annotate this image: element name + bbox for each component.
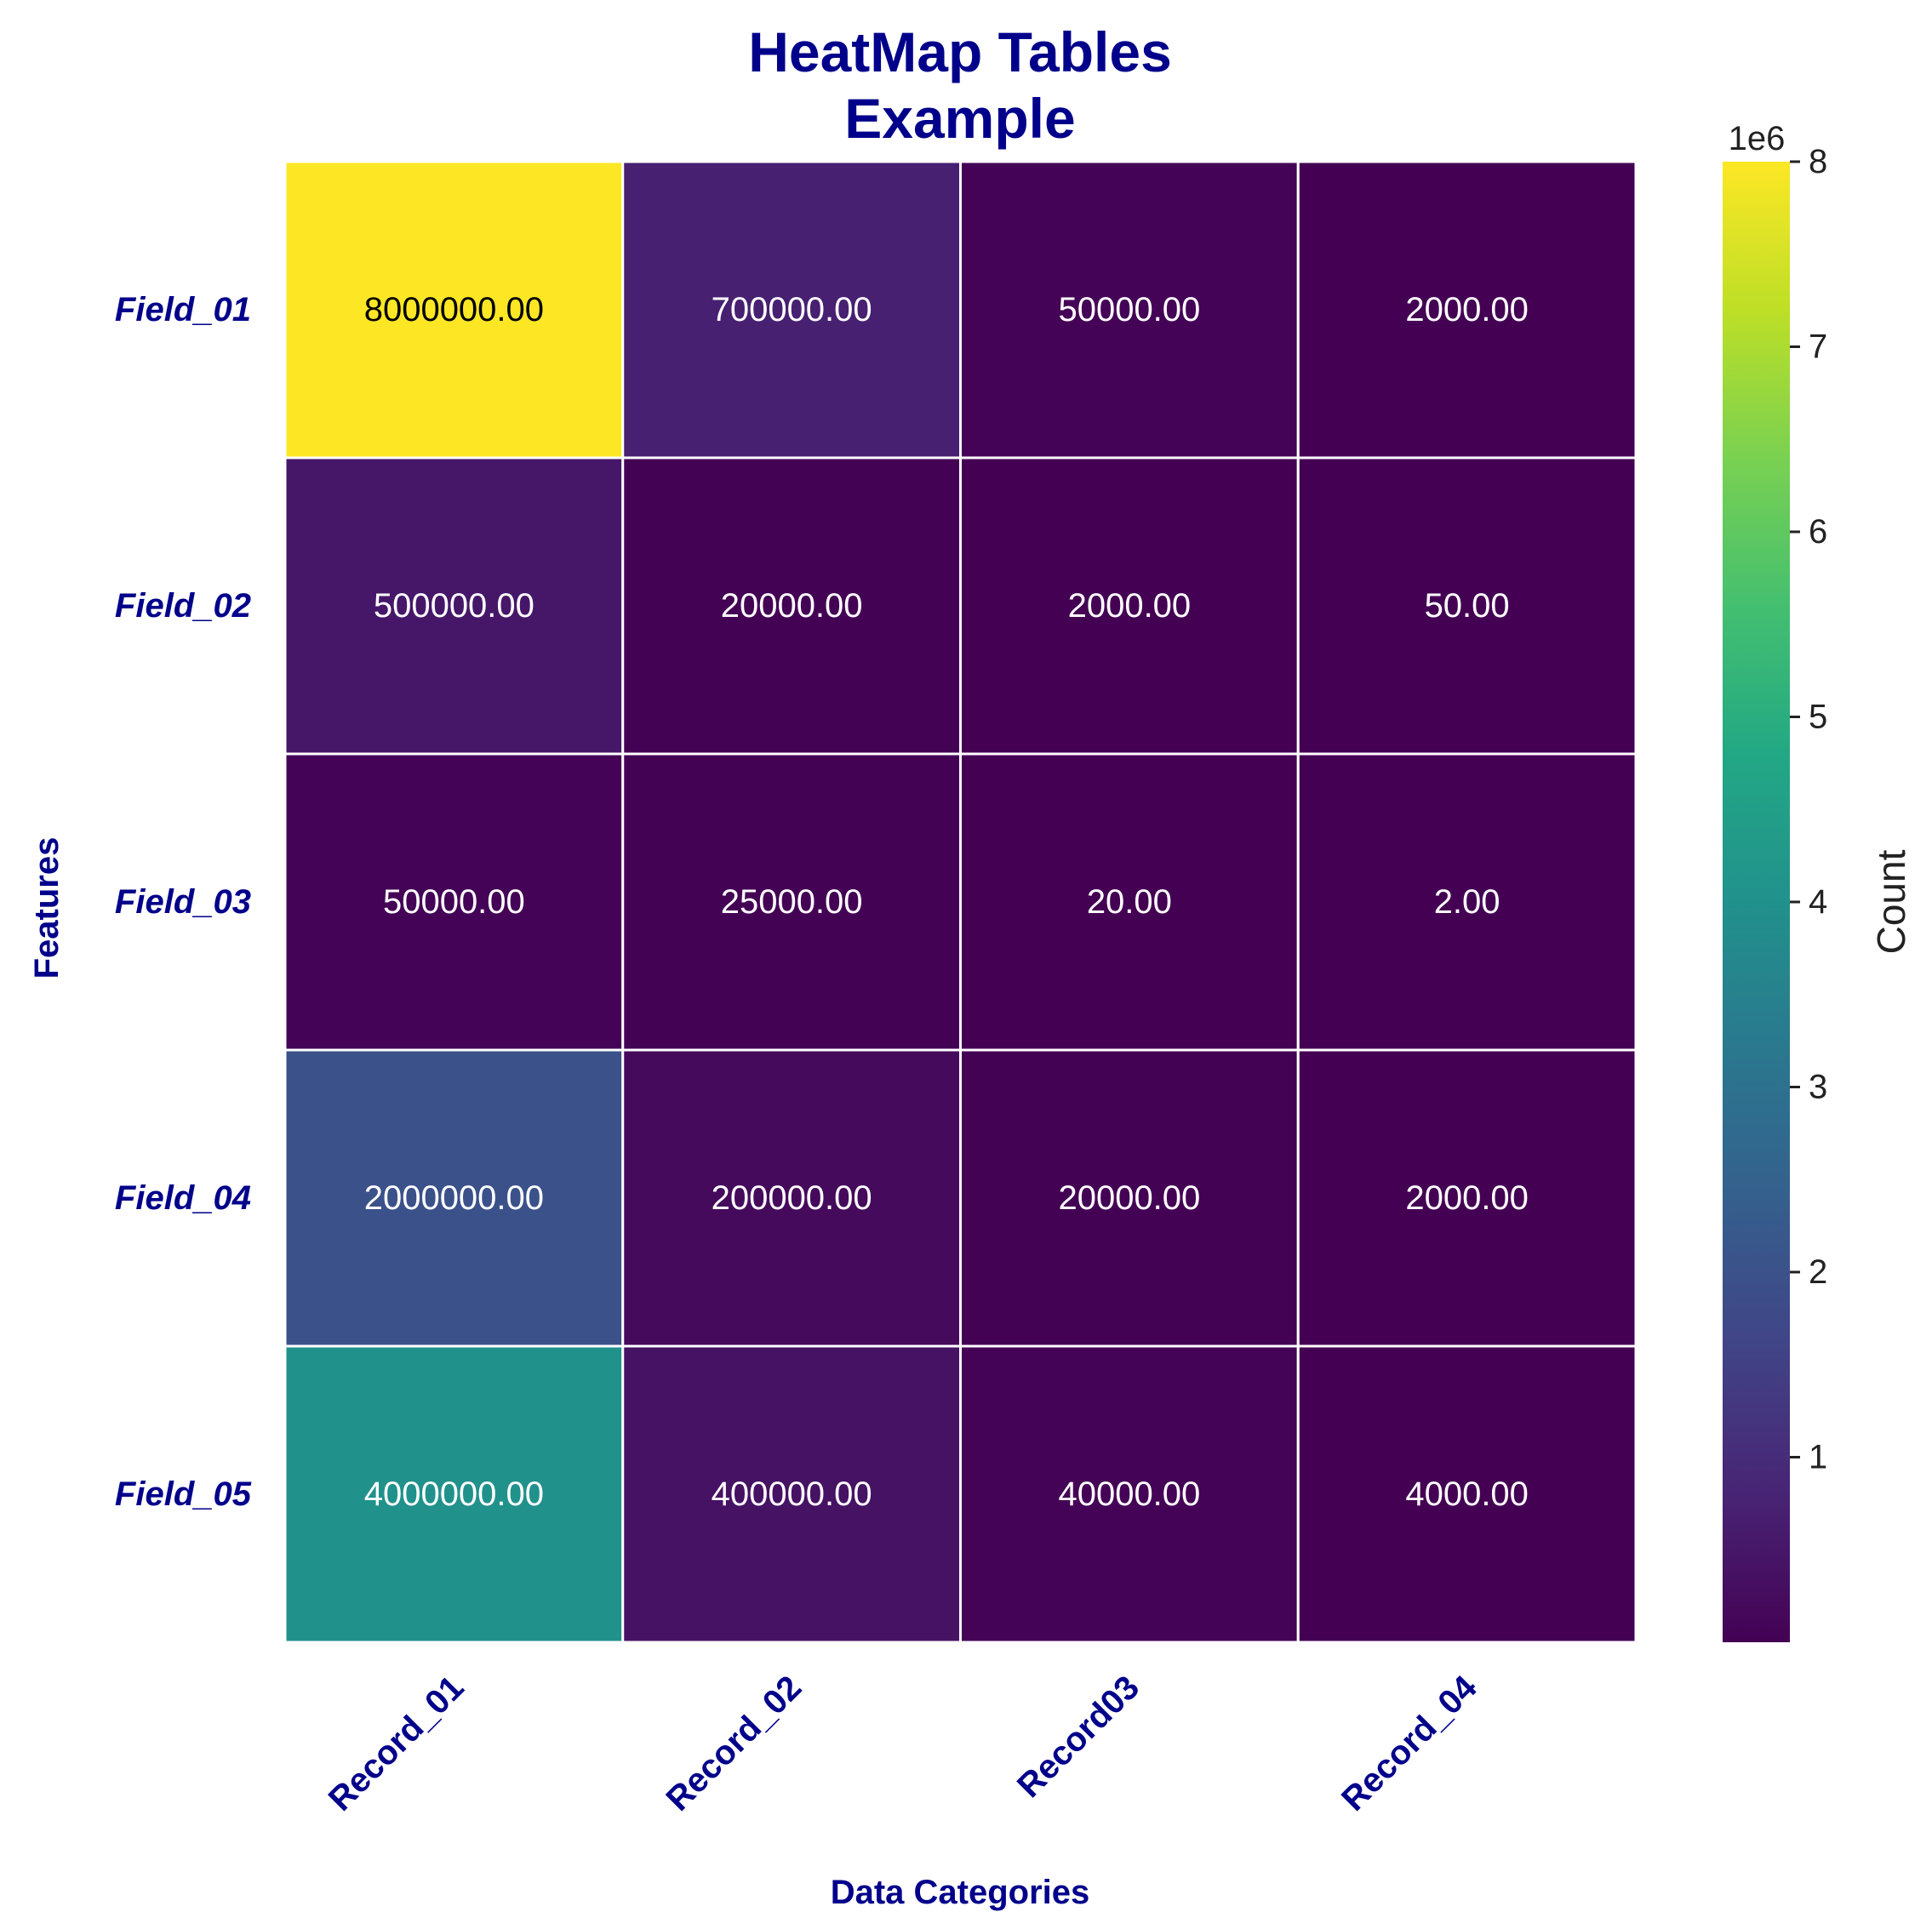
- heatmap-cell: [1296, 160, 1638, 459]
- heatmap-cell: [621, 1344, 962, 1644]
- heatmap-cell-label: 8000000.00: [364, 291, 544, 328]
- heatmap-cell: [1296, 1344, 1638, 1644]
- row-tick-label: Field_05: [115, 1475, 252, 1513]
- chart-title-line-2: Example: [844, 87, 1075, 150]
- heatmap-cell: [959, 1344, 1300, 1644]
- column-tick-label: Record03: [1010, 1669, 1146, 1805]
- heatmap-cell-label: 40000.00: [1058, 1475, 1200, 1513]
- heatmap-cell: [621, 752, 962, 1052]
- heatmap-cell: [283, 456, 625, 756]
- colorbar-tick-label: 5: [1809, 699, 1827, 736]
- heatmap-cell-label: 2000.00: [1405, 1179, 1529, 1217]
- colorbar-tick-label: 6: [1809, 513, 1827, 551]
- heatmap-cell-label: 50000.00: [1058, 291, 1200, 328]
- column-tick-labels: Record_01 Record_02 Record03 Record_04: [322, 1669, 1485, 1818]
- heatmap-cell-label: 20000.00: [1058, 1179, 1200, 1217]
- colorbar-label: Count: [1869, 849, 1913, 954]
- y-axis-title: Features: [28, 837, 66, 979]
- heatmap-cell: [283, 1048, 625, 1348]
- heatmap-cell-label: 2.00: [1434, 883, 1500, 921]
- chart-title-line-1: HeatMap Tables: [748, 20, 1172, 83]
- heatmap-cell-label: 2000.00: [1405, 291, 1529, 328]
- heatmap-cell-label: 4000.00: [1405, 1475, 1529, 1513]
- colorbar-ticks: 1 2 3 4 5 6 7 8: [1790, 143, 1827, 1476]
- column-tick-label: Record_04: [1335, 1669, 1484, 1818]
- heatmap-cell: [1296, 456, 1638, 756]
- heatmap-cell-label: 50.00: [1425, 587, 1510, 625]
- heatmap-cell: [959, 160, 1300, 459]
- row-tick-label: Field_01: [115, 291, 251, 328]
- heatmap-cell-label: 25000.00: [721, 883, 863, 921]
- heatmap-cell-label: 200000.00: [712, 1179, 872, 1217]
- colorbar-multiplier: 1e6: [1729, 120, 1786, 157]
- row-tick-label: Field_03: [115, 883, 251, 921]
- heatmap-cell: [959, 1048, 1300, 1348]
- heatmap-cell: [621, 1048, 962, 1348]
- row-tick-labels: Field_01 Field_02 Field_03 Field_04 Field_05: [115, 291, 252, 1513]
- heatmap-cell: [283, 1344, 625, 1644]
- colorbar-gradient: [1723, 162, 1790, 1642]
- heatmap-cell-label: 50000.00: [383, 883, 525, 921]
- colorbar-tick-label: 8: [1809, 143, 1827, 180]
- column-tick-label: Record_02: [660, 1669, 809, 1818]
- colorbar-tick-label: 1: [1809, 1439, 1827, 1476]
- colorbar: 1 2 3 4 5 6 7 8 1e6 Count: [1723, 120, 1913, 1642]
- column-tick-label: Record_01: [322, 1669, 472, 1818]
- colorbar-tick-label: 7: [1809, 328, 1827, 366]
- heatmap-cell-label: 20000.00: [721, 587, 863, 625]
- heatmap-cell: [283, 160, 625, 459]
- heatmap-cell-label: 400000.00: [712, 1475, 872, 1513]
- heatmap-cell-label: 20.00: [1087, 883, 1172, 921]
- heatmap-cell: [621, 160, 962, 459]
- heatmap-cell-label: 2000000.00: [364, 1179, 544, 1217]
- heatmap-cell: [621, 456, 962, 756]
- x-axis-title: Data Categories: [831, 1874, 1090, 1911]
- colorbar-tick-label: 2: [1809, 1253, 1827, 1291]
- row-tick-label: Field_02: [115, 587, 251, 625]
- row-tick-label: Field_04: [115, 1179, 251, 1217]
- heatmap-cell-label: 4000000.00: [364, 1475, 544, 1513]
- heatmap-cell: [1296, 1048, 1638, 1348]
- heatmap-cell-label: 500000.00: [374, 587, 534, 625]
- heatmap-cell: [1296, 752, 1638, 1052]
- heatmap-cells: 8000000.00 700000.00 50000.00 2000.00 500000…: [283, 160, 1638, 1644]
- colorbar-tick-label: 3: [1809, 1069, 1827, 1106]
- heatmap-cell-label: 700000.00: [712, 291, 872, 328]
- heatmap-cell-label: 2000.00: [1068, 587, 1192, 625]
- colorbar-tick-label: 4: [1809, 883, 1827, 921]
